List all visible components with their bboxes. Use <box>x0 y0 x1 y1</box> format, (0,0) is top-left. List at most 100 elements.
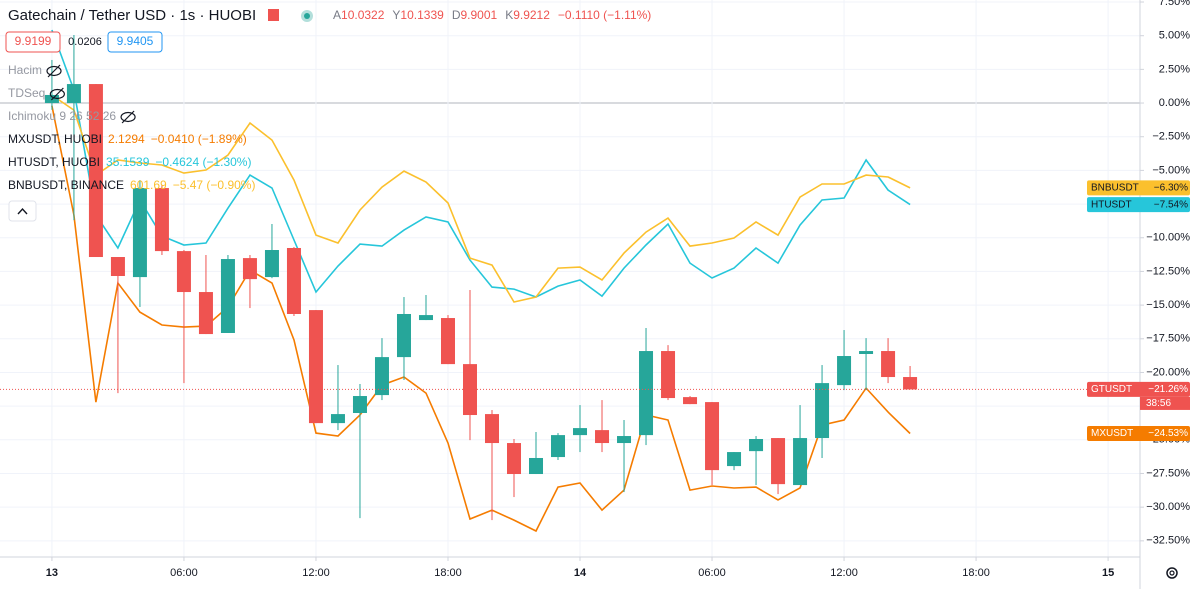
y-tick-label: −12.50% <box>1146 265 1190 277</box>
indicator-name: Hacim <box>8 63 42 77</box>
candle-body <box>793 438 808 486</box>
candle-body <box>903 377 918 390</box>
badge-name: BNBUSDT <box>1091 183 1139 194</box>
hidden-eye-slash <box>50 87 64 101</box>
candle-body <box>154 188 169 252</box>
candle-body <box>617 436 632 444</box>
ask-box <box>107 31 163 53</box>
candle-body <box>242 258 257 280</box>
series-legend: MXUSDT, HUOBI 2.1294 −0.0410 (−1.89%) <box>8 132 247 146</box>
series-legend: HTUSDT, HUOBI 35.1539 −0.4624 (−1.30%) <box>8 155 251 169</box>
candle-body <box>176 251 191 293</box>
x-tick-label: 06:00 <box>170 567 198 579</box>
y-tick-label: −30.00% <box>1146 501 1190 513</box>
y-tick-label: −15.00% <box>1146 299 1190 311</box>
spread: 0.0206 <box>68 36 102 48</box>
candle-body <box>683 397 698 405</box>
candle-body <box>198 292 213 335</box>
symbol-title: Gatechain / Tether USD · 1s · HUOBI <box>8 7 256 24</box>
ohlc-value: 9.9001 <box>460 8 497 22</box>
ohlc-key: D <box>452 8 461 22</box>
candle-body <box>352 396 367 414</box>
hidden-eye-icon[interactable] <box>49 88 65 100</box>
price-badge <box>1087 425 1190 441</box>
series-price: 601.69 <box>130 178 167 192</box>
y-tick-label: −20.00% <box>1146 366 1190 378</box>
candle-body <box>418 315 433 321</box>
candle-body <box>529 457 544 475</box>
indicator-name: Ichimoku 9 26 52 26 <box>8 109 116 123</box>
y-tick-label: −17.50% <box>1146 333 1190 345</box>
series-legend-name: BNBUSDT, BINANCE <box>8 178 124 192</box>
y-tick-label: 7.50% <box>1159 0 1190 8</box>
hidden-eye-icon[interactable] <box>120 111 136 123</box>
bid-box <box>5 31 61 53</box>
y-tick-label: 5.00% <box>1159 30 1190 42</box>
candle-body <box>749 438 764 452</box>
ohlc-key: A <box>333 8 341 22</box>
badge-value: −21.26% <box>1148 384 1188 395</box>
x-tick-label: 18:00 <box>962 567 990 579</box>
badge-value: −6.30% <box>1154 183 1188 194</box>
countdown-box <box>1140 396 1190 410</box>
candle-body <box>220 259 235 333</box>
collapse-box <box>8 200 37 222</box>
badge-name: MXUSDT <box>1091 428 1133 439</box>
ohlc-key: Y <box>392 8 400 22</box>
candle-body <box>374 357 389 396</box>
y-tick-label: −32.50% <box>1146 535 1190 547</box>
flag-icon[interactable] <box>268 9 279 21</box>
status-dot <box>304 13 310 19</box>
price-badge <box>1087 197 1190 213</box>
candle-body <box>573 428 588 436</box>
candle-body <box>66 84 81 104</box>
candle-body <box>396 313 411 358</box>
indicator-name: TDSeq <box>8 86 45 100</box>
candle-body <box>551 435 566 458</box>
candle-body <box>595 430 610 444</box>
candle-body <box>286 247 301 314</box>
collapse-button[interactable] <box>8 200 37 222</box>
ask: 9.9405 <box>117 34 154 48</box>
badge-name: HTUSDT <box>1091 199 1132 210</box>
x-tick-label: 06:00 <box>698 567 726 579</box>
settings-icon[interactable] <box>1166 567 1178 579</box>
y-tick-label: −27.50% <box>1146 467 1190 479</box>
axes: 7.50%5.00%2.50%0.00%−2.50%−5.00%−7.50%−1… <box>46 0 1190 579</box>
candle-body <box>330 414 345 424</box>
y-tick-label: −2.50% <box>1152 131 1190 143</box>
comparison-line <box>51 94 911 303</box>
candle-body <box>771 438 786 485</box>
series-price: 35.1539 <box>106 155 150 169</box>
x-tick-label: 12:00 <box>830 567 858 579</box>
legend: Gatechain / Tether USD · 1s · HUOBI A10.0… <box>5 7 651 192</box>
badge-value: −24.53% <box>1148 428 1188 439</box>
x-tick-label: 12:00 <box>302 567 330 579</box>
x-tick-label: 18:00 <box>434 567 462 579</box>
candle-body <box>859 351 874 355</box>
series-change: −5.47 (−0.90%) <box>173 178 256 192</box>
candle-body <box>110 257 125 277</box>
candle-body <box>639 351 654 436</box>
badge-value: −7.54% <box>1154 199 1188 210</box>
candle-body <box>264 250 279 278</box>
series-price: 2.1294 <box>108 132 145 146</box>
ohlc-change: −0.1110 (−1.11%) <box>558 8 651 22</box>
candle-body <box>507 443 522 475</box>
price-badge <box>1087 381 1190 397</box>
comparison-line <box>51 29 911 298</box>
candle-body <box>661 351 676 399</box>
x-tick-label: 15 <box>1102 567 1114 579</box>
candle-body <box>440 318 455 365</box>
x-tick-label: 13 <box>46 567 58 579</box>
series-change: −0.0410 (−1.89%) <box>151 132 247 146</box>
plot <box>0 29 1140 533</box>
candle-body <box>705 402 720 471</box>
bid: 9.9199 <box>15 34 52 48</box>
hidden-eye-slash <box>47 64 61 78</box>
ohlc-value: 10.0322 <box>341 8 385 22</box>
hidden-eye-icon[interactable] <box>46 65 62 77</box>
y-tick-label: −10.00% <box>1146 232 1190 244</box>
series-legend-name: HTUSDT, HUOBI <box>8 155 100 169</box>
